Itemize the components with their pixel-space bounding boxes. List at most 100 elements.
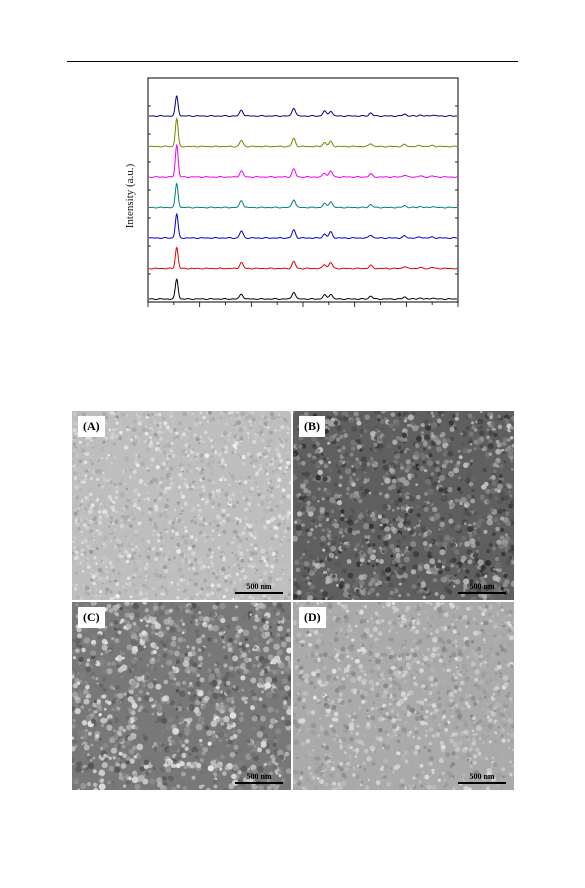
sem-figure: (A) 500 nm (B) 500 nm (C) 500 nm (D) 500… [72,411,514,790]
sem-grain [176,784,181,789]
sem-grain [114,693,118,697]
sem-grain [81,504,86,509]
sem-grain [126,526,130,530]
sem-grain [373,666,377,670]
sem-grain [431,483,437,489]
sem-grain [231,704,236,710]
sem-grain [163,569,169,574]
sem-grain [83,518,87,522]
sem-grain [207,668,212,673]
sem-grain [396,712,400,716]
sem-grain [80,547,85,553]
sem-grain [232,580,237,585]
sem-grain [375,431,381,438]
sem-grain [406,450,410,453]
sem-grain [360,447,365,451]
sem-grain [247,563,252,568]
sem-grain [397,522,404,529]
sem-grain [166,592,169,595]
sem-grain [175,763,181,769]
sem-grain [380,772,386,777]
sem-grain [298,640,301,644]
sem-grain [181,534,186,539]
sem-grain [127,736,133,741]
sem-grain [355,477,360,482]
sem-grain [353,581,359,587]
sem-grain [150,701,155,705]
sem-grain [76,443,80,447]
sem-grain [171,563,174,567]
sem-grain [484,586,490,592]
sem-grain [110,428,113,431]
sem-grain [101,447,104,450]
sem-grain [315,474,322,481]
sem-grain [474,669,480,675]
sem-grain [151,657,155,662]
sem-grain [206,553,209,557]
sem-grain [434,727,439,732]
sem-grain [467,525,474,533]
sem-grain [146,411,149,413]
sem-grain [264,682,271,689]
sem-grain [236,786,243,790]
sem-grain [91,719,96,724]
sem-grain [237,728,242,734]
sem-grain [423,661,427,665]
sem-grain [319,653,323,657]
sem-grain [124,608,129,613]
sem-grain [157,447,161,451]
sem-grain [266,425,270,430]
sem-grain [495,439,500,444]
sem-grain [94,560,98,564]
sem-grain [97,531,103,536]
sem-grain [407,673,412,677]
sem-grain [269,527,272,530]
sem-grain [106,718,114,725]
sem-grain [243,657,250,664]
sem-grain [231,700,235,704]
sem-grain [111,661,116,666]
sem-grain [89,529,94,534]
sem-grain [125,779,131,785]
sem-grain [507,549,512,553]
sem-grain [76,411,81,415]
sem-grain [336,414,342,420]
sem-grain [267,761,272,766]
sem-grain [187,563,192,568]
sem-grain [304,497,309,503]
sem-grain [225,689,231,696]
sem-grain [441,725,445,728]
sem-grain [267,573,273,578]
sem-grain [180,771,186,777]
sem-grain [367,778,370,781]
sem-grain [177,472,183,477]
sem-grain [479,495,486,502]
sem-grain [152,679,157,685]
sem-grain [128,543,131,546]
sem-grain [133,609,138,614]
sem-grain [204,539,208,543]
sem-grain [231,598,235,600]
sem-grain [75,648,80,654]
sem-grain [325,597,328,600]
sem-grain [485,560,491,566]
sem-grain [232,729,236,734]
sem-grain [75,642,80,648]
sem-grain [325,676,331,682]
sem-grain [234,640,238,643]
sem-grain [177,451,181,456]
sem-grain [87,523,91,527]
sem-grain [338,527,344,533]
sem-grain [395,634,401,639]
sem-grain [104,649,110,654]
sem-grain [229,415,232,418]
sem-grain [216,523,220,528]
sem-grain [113,482,118,487]
sem-grain [342,458,346,462]
sem-grain [120,502,125,507]
sem-grain [454,644,459,648]
sem-grain [72,431,76,436]
sem-grain [252,581,257,585]
sem-grain [260,550,263,554]
sem-grain [193,530,196,534]
